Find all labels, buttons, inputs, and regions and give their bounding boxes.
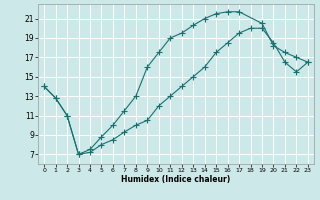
X-axis label: Humidex (Indice chaleur): Humidex (Indice chaleur)	[121, 175, 231, 184]
